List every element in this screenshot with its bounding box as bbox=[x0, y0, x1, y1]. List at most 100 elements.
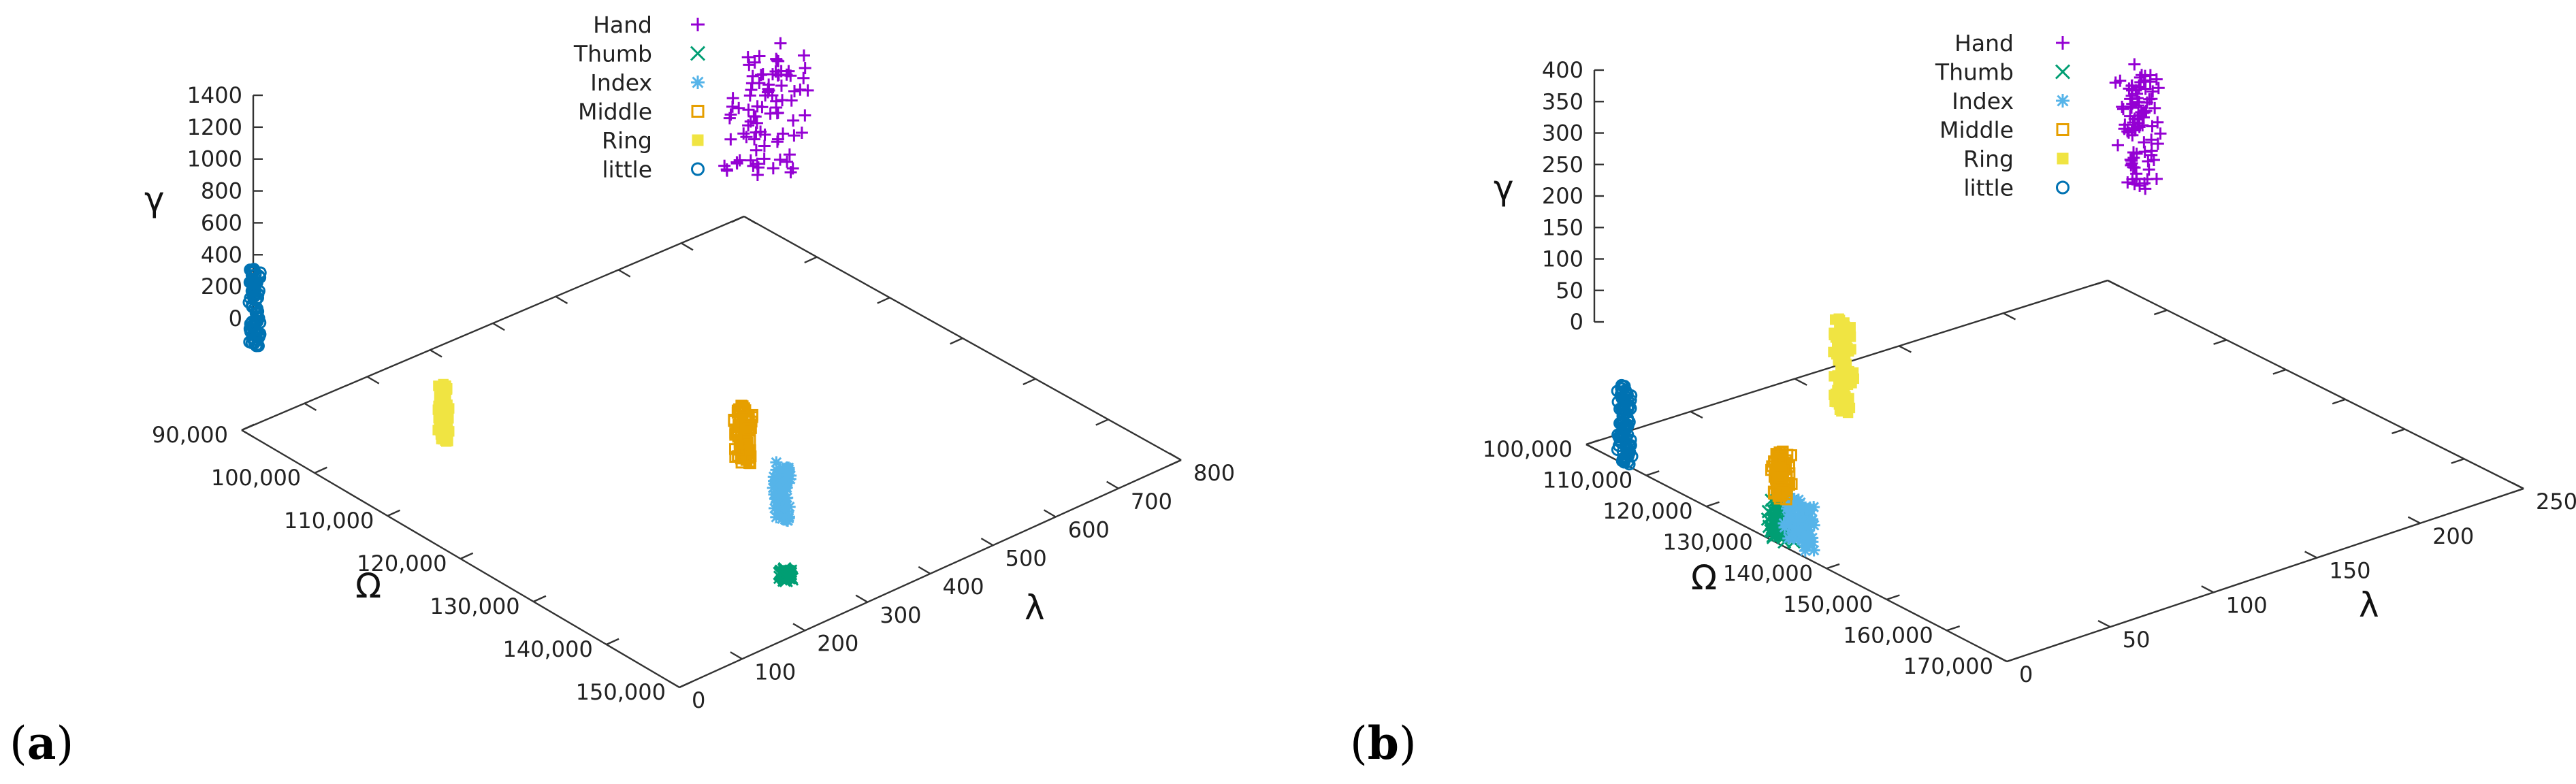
data-point-ring bbox=[440, 436, 452, 447]
data-point-little bbox=[248, 337, 261, 350]
data-point-hand bbox=[726, 100, 739, 113]
legend-marker-little bbox=[2056, 180, 2070, 195]
data-point-hand bbox=[720, 164, 733, 177]
gamma-tick-label: 50 bbox=[1556, 278, 1583, 304]
lambda-tick bbox=[918, 566, 931, 575]
legend-label-middle: Middle bbox=[578, 99, 652, 125]
omega-mirror-tick bbox=[2213, 339, 2227, 345]
data-point-index bbox=[1807, 544, 1820, 557]
legend-label-hand: Hand bbox=[593, 12, 652, 38]
omega-tick-label: 150,000 bbox=[576, 679, 666, 705]
data-point-little bbox=[1611, 395, 1624, 408]
lambda-tick-label: 100 bbox=[754, 659, 796, 685]
data-point-hand bbox=[783, 148, 796, 161]
omega-mirror-tick bbox=[2392, 428, 2405, 435]
data-point-ring bbox=[1832, 370, 1843, 381]
floor-edge-back-right bbox=[2107, 279, 2524, 490]
data-point-hand bbox=[781, 155, 794, 168]
data-point-middle bbox=[741, 436, 754, 449]
data-point-ring bbox=[439, 422, 450, 433]
gamma-axis-title: γ bbox=[1494, 168, 1514, 208]
lambda-mirror-tick bbox=[492, 322, 505, 331]
legend-label-thumb: Thumb bbox=[573, 41, 652, 67]
data-point-hand bbox=[753, 76, 766, 89]
gamma-tick-label: 150 bbox=[1542, 214, 1583, 240]
omega-mirror-tick bbox=[2153, 309, 2168, 316]
omega-tick-label: 140,000 bbox=[1723, 560, 1813, 586]
series-hand bbox=[2109, 58, 2167, 195]
lambda-mirror-tick bbox=[681, 242, 694, 251]
data-point-thumb bbox=[782, 570, 796, 585]
omega-mirror-tick bbox=[804, 256, 818, 264]
data-point-hand bbox=[733, 154, 746, 167]
data-point-hand bbox=[2145, 133, 2158, 146]
data-point-little bbox=[253, 327, 266, 341]
series-middle bbox=[728, 399, 758, 470]
lambda-tick-label: 800 bbox=[1193, 460, 1235, 486]
data-point-index bbox=[781, 468, 794, 481]
lambda-tick-label: 150 bbox=[2329, 558, 2370, 584]
gamma-tick-label: 200 bbox=[201, 274, 242, 299]
data-point-little bbox=[247, 275, 260, 289]
omega-mirror-tick bbox=[877, 297, 890, 304]
data-point-hand bbox=[2114, 74, 2127, 87]
lambda-tick-label: 400 bbox=[943, 574, 984, 600]
gamma-tick-label: 400 bbox=[201, 242, 242, 267]
series-middle bbox=[1765, 445, 1798, 506]
series-ring bbox=[1828, 313, 1860, 419]
data-point-little bbox=[1617, 431, 1630, 444]
data-point-index bbox=[1787, 501, 1800, 514]
lambda-tick bbox=[1106, 480, 1119, 489]
data-point-ring bbox=[1839, 400, 1851, 411]
chart-panel-b: 0 50 100 150 200 250 300 350 400 100,000 110,000 12… bbox=[1350, 30, 2576, 770]
lambda-tick-label: 200 bbox=[817, 631, 858, 657]
legend-label-little: little bbox=[602, 157, 652, 183]
omega-tick-label: 100,000 bbox=[1483, 436, 1573, 462]
data-point-index bbox=[773, 502, 786, 514]
data-point-hand bbox=[785, 94, 798, 107]
lambda-tick-label: 0 bbox=[692, 687, 705, 713]
legend-marker-thumb bbox=[2055, 64, 2071, 80]
gamma-tick-label: 0 bbox=[229, 306, 242, 331]
omega-tick-label: 100,000 bbox=[211, 465, 301, 491]
data-point-ring bbox=[1829, 327, 1839, 338]
lambda-tick-label: 300 bbox=[880, 602, 921, 628]
data-point-little bbox=[1621, 414, 1635, 427]
lambda-tick-label: 0 bbox=[2019, 662, 2033, 687]
lambda-tick bbox=[980, 538, 994, 546]
data-point-hand bbox=[745, 84, 758, 97]
gamma-tick-label: 800 bbox=[201, 178, 242, 204]
data-point-hand bbox=[799, 109, 811, 122]
data-point-little bbox=[251, 333, 264, 347]
gamma-tick-label: 300 bbox=[1542, 120, 1583, 146]
data-point-hand bbox=[2145, 93, 2158, 105]
data-point-index bbox=[1807, 519, 1820, 532]
data-point-hand bbox=[2150, 73, 2163, 86]
data-point-hand bbox=[2139, 82, 2152, 95]
data-point-hand bbox=[754, 69, 767, 82]
omega-tick bbox=[1886, 594, 1900, 600]
series-thumb bbox=[773, 561, 799, 588]
panel-label-open: ( bbox=[10, 717, 27, 770]
omega-tick bbox=[533, 595, 547, 603]
data-point-middle bbox=[1775, 453, 1787, 466]
legend-label-index: Index bbox=[1952, 88, 2014, 114]
data-point-hand bbox=[2146, 85, 2159, 98]
omega-tick bbox=[679, 681, 692, 689]
legend-label-little: little bbox=[1963, 175, 2014, 201]
data-point-hand bbox=[787, 114, 800, 127]
omega-mirror-tick bbox=[2332, 398, 2346, 405]
lambda-mirror-tick bbox=[2003, 312, 2016, 321]
data-point-hand bbox=[730, 157, 743, 170]
panel-label-open: ( bbox=[1350, 717, 1368, 770]
data-point-hand bbox=[2125, 154, 2138, 167]
data-point-hand bbox=[762, 84, 775, 97]
data-point-middle bbox=[1775, 489, 1787, 502]
data-point-hand bbox=[2144, 76, 2157, 88]
data-point-hand bbox=[747, 110, 760, 122]
data-point-hand bbox=[769, 65, 782, 78]
lambda-axis-title: λ bbox=[1025, 588, 1045, 627]
omega-tick bbox=[1826, 563, 1840, 570]
data-point-hand bbox=[2146, 120, 2159, 133]
data-point-hand bbox=[744, 154, 757, 167]
